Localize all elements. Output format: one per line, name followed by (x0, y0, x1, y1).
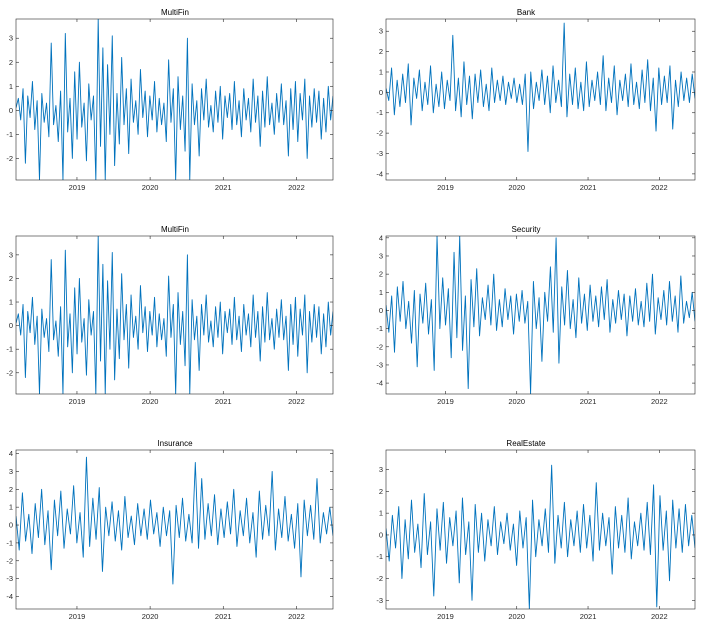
y-tick-label: 0 (9, 106, 13, 115)
x-tick-label: 2022 (288, 183, 305, 192)
y-tick-label: 0 (9, 321, 13, 330)
y-tick-label: -1 (6, 130, 13, 139)
y-tick-label: -1 (6, 345, 13, 354)
y-tick-label: -4 (376, 169, 383, 178)
x-tick-label: 2020 (508, 612, 525, 621)
y-tick-label: -4 (376, 379, 383, 388)
y-tick-label: 1 (9, 503, 13, 512)
x-tick-label: 2021 (215, 183, 232, 192)
panel-title: RealEstate (506, 439, 546, 448)
y-tick-label: 0 (379, 306, 383, 315)
y-tick-label: 0 (379, 88, 383, 97)
panel-title: Insurance (157, 439, 193, 448)
y-tick-label: -2 (6, 368, 13, 377)
x-tick-label: 2019 (437, 397, 454, 406)
x-tick-label: 2021 (215, 397, 232, 406)
y-tick-label: 2 (9, 485, 13, 494)
x-tick-label: 2020 (508, 183, 525, 192)
y-tick-label: 2 (379, 270, 383, 279)
y-tick-label: 2 (379, 487, 383, 496)
x-tick-label: 2022 (288, 612, 305, 621)
y-tick-label: 4 (9, 449, 13, 458)
panel-bank: Bank -4 -3 -2 -1 0 1 2 3 2019 2020 2021 2022 (376, 8, 696, 192)
axes-box (385, 235, 696, 395)
y-tick-label: 3 (9, 34, 13, 43)
y-tick-label: -1 (376, 552, 383, 561)
x-tick-label: 2022 (288, 397, 305, 406)
y-tick-label: 1 (9, 82, 13, 91)
series-line-0 (16, 456, 333, 585)
y-tick-label: 1 (9, 298, 13, 307)
series-line-0 (386, 236, 695, 394)
y-tick-label: 3 (379, 251, 383, 260)
x-tick-label: 2019 (69, 612, 86, 621)
axes-box (15, 235, 334, 395)
y-tick-label: 1 (379, 509, 383, 518)
x-tick-label: 2022 (651, 183, 668, 192)
y-tick-label: -1 (376, 108, 383, 117)
x-tick-label: 2022 (651, 397, 668, 406)
y-tick-label: -2 (6, 556, 13, 565)
y-tick-label: -2 (376, 574, 383, 583)
axes-box (15, 449, 334, 610)
x-tick-label: 2022 (651, 612, 668, 621)
y-tick-label: 0 (379, 530, 383, 539)
y-tick-label: 3 (9, 467, 13, 476)
y-tick-label: -3 (376, 149, 383, 158)
x-tick-label: 2021 (580, 397, 597, 406)
panel-title: MultiFin (161, 225, 189, 234)
x-tick-label: 2020 (508, 397, 525, 406)
x-tick-label: 2020 (142, 397, 159, 406)
y-tick-label: -2 (376, 342, 383, 351)
x-tick-label: 2021 (580, 183, 597, 192)
panel-title: MultiFin (161, 8, 189, 17)
panel-title: Security (512, 225, 541, 234)
y-tick-label: 4 (379, 233, 383, 242)
y-tick-label: -3 (376, 360, 383, 369)
x-tick-label: 2021 (580, 612, 597, 621)
x-tick-label: 2019 (437, 612, 454, 621)
panel-title: Bank (517, 8, 536, 17)
y-tick-label: 1 (379, 288, 383, 297)
x-tick-label: 2020 (142, 612, 159, 621)
y-tick-label: -2 (376, 129, 383, 138)
series-line-0 (386, 22, 695, 152)
y-tick-label: 0 (9, 521, 13, 530)
panel-insurance: Insurance -4 -3 -2 -1 0 1 2 3 4 2019 2020 2021 2022 (6, 439, 334, 621)
x-tick-label: 2021 (215, 612, 232, 621)
x-tick-label: 2019 (69, 183, 86, 192)
axes-box (385, 18, 696, 181)
series-line-0 (386, 464, 695, 609)
panel-security: Security -4 -3 -2 -1 0 1 2 3 4 2019 2020 2021 2022 (376, 225, 696, 406)
y-tick-label: -3 (6, 574, 13, 583)
x-tick-label: 2019 (69, 397, 86, 406)
y-tick-label: 2 (9, 58, 13, 67)
y-tick-label: -1 (6, 538, 13, 547)
y-tick-label: 3 (379, 465, 383, 474)
x-tick-label: 2020 (142, 183, 159, 192)
y-tick-label: 3 (379, 27, 383, 36)
y-tick-label: 2 (379, 47, 383, 56)
axes-box (15, 18, 334, 181)
x-tick-label: 2019 (437, 183, 454, 192)
series-line-0 (16, 19, 333, 180)
y-tick-label: -1 (376, 324, 383, 333)
y-tick-label: -2 (6, 154, 13, 163)
panel-realestate: RealEstate -3 -2 -1 0 1 2 3 2019 2020 2021 2022 (376, 439, 696, 621)
y-tick-label: -4 (6, 592, 13, 601)
panel-multifin-top: MultiFin -2 -1 0 1 2 3 2019 2020 2021 2022 (6, 8, 334, 192)
y-tick-label: -3 (376, 596, 383, 605)
axes-box (385, 449, 696, 610)
panel-multifin-middle: MultiFin -2 -1 0 1 2 3 2019 2020 2021 2022 (6, 225, 334, 406)
y-tick-label: 1 (379, 67, 383, 76)
y-tick-label: 3 (9, 250, 13, 259)
series-line-0 (16, 236, 333, 394)
y-tick-label: 2 (9, 274, 13, 283)
